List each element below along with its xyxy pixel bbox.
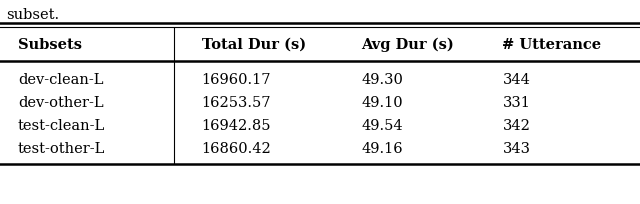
Text: dev-clean-L: dev-clean-L: [18, 73, 104, 86]
Text: subset.: subset.: [6, 8, 60, 22]
Text: 49.16: 49.16: [362, 141, 403, 155]
Text: 16960.17: 16960.17: [202, 73, 271, 86]
Text: test-clean-L: test-clean-L: [18, 118, 105, 132]
Text: 16860.42: 16860.42: [202, 141, 271, 155]
Text: dev-other-L: dev-other-L: [18, 95, 104, 110]
Text: 342: 342: [502, 118, 531, 132]
Text: Avg Dur (s): Avg Dur (s): [362, 38, 454, 52]
Text: test-other-L: test-other-L: [18, 141, 106, 155]
Text: 16942.85: 16942.85: [202, 118, 271, 132]
Text: 343: 343: [502, 141, 531, 155]
Text: 331: 331: [502, 95, 531, 110]
Text: 49.10: 49.10: [362, 95, 403, 110]
Text: Total Dur (s): Total Dur (s): [202, 38, 306, 52]
Text: 344: 344: [502, 73, 531, 86]
Text: Subsets: Subsets: [18, 38, 82, 52]
Text: 49.54: 49.54: [362, 118, 403, 132]
Text: 16253.57: 16253.57: [202, 95, 271, 110]
Text: # Utterance: # Utterance: [502, 38, 602, 52]
Text: 49.30: 49.30: [362, 73, 403, 86]
